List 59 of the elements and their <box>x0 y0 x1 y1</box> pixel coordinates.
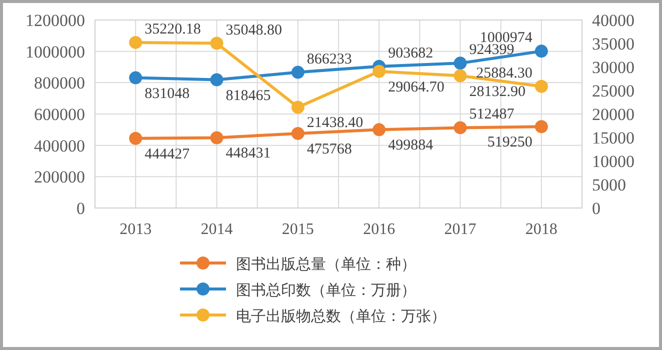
x-tick-label: 2013 <box>120 221 152 238</box>
x-tick-label: 2014 <box>200 221 233 238</box>
point <box>129 36 142 49</box>
point <box>291 126 304 140</box>
legend-label: 图书出版总量（单位：种） <box>236 255 416 273</box>
data-label: 866233 <box>306 51 352 68</box>
y2-tick-label: 10000 <box>592 152 634 171</box>
point <box>534 44 548 58</box>
point <box>210 131 224 144</box>
y2-tick-label: 35000 <box>592 34 634 54</box>
data-label: 499884 <box>388 138 434 154</box>
point <box>454 121 467 134</box>
y2-tick-label: 30000 <box>592 58 634 77</box>
point <box>454 69 467 82</box>
data-label: 28132.90 <box>469 84 526 100</box>
y2-tick-label: 15000 <box>592 128 634 148</box>
y-tick-label: 1000000 <box>26 42 85 62</box>
legend-label: 图书总印数（单位：万册） <box>236 281 416 299</box>
data-label: 25884.30 <box>476 65 532 82</box>
data-label: 444427 <box>144 146 190 162</box>
data-label: 903682 <box>388 45 434 62</box>
x-tick-label: 2017 <box>444 221 476 238</box>
y-tick-label: 200000 <box>34 168 85 187</box>
x-tick-label: 2018 <box>525 221 558 238</box>
data-label: 924399 <box>469 42 514 58</box>
point <box>210 73 224 86</box>
y-tick-label: 600000 <box>34 105 85 124</box>
data-label: 519250 <box>487 134 532 151</box>
data-label: 35048.80 <box>226 22 282 38</box>
point <box>372 123 386 136</box>
data-label: 21438.40 <box>306 115 364 132</box>
data-label: 29064.70 <box>388 79 444 96</box>
data-label: 512487 <box>469 106 515 123</box>
point <box>454 56 467 70</box>
y-tick-label: 800000 <box>34 74 85 93</box>
point <box>534 120 548 134</box>
y-tick-label: 1200000 <box>26 11 85 30</box>
y2-tick-label: 5000 <box>592 176 626 194</box>
y-tick-label: 0 <box>76 199 85 218</box>
data-label: 475768 <box>306 141 352 158</box>
data-label: 448431 <box>226 146 271 162</box>
y-tick-label: 400000 <box>34 136 85 156</box>
point <box>291 100 304 114</box>
data-label: 818465 <box>226 88 271 104</box>
x-tick-label: 2016 <box>363 221 396 238</box>
point <box>372 64 386 78</box>
y2-tick-label: 25000 <box>592 82 634 100</box>
data-label: 35220.18 <box>144 21 201 38</box>
point <box>210 36 224 50</box>
point <box>129 71 142 84</box>
point <box>291 66 304 79</box>
y2-tick-label: 0 <box>592 199 600 218</box>
x-tick-label: 2015 <box>282 221 314 238</box>
data-label: 831048 <box>144 86 190 102</box>
y2-tick-label: 40000 <box>592 11 634 30</box>
point <box>129 132 142 145</box>
legend-label: 电子出版物总数（单位：万张） <box>236 307 446 325</box>
y2-tick-label: 20000 <box>592 105 634 124</box>
point <box>534 80 548 93</box>
